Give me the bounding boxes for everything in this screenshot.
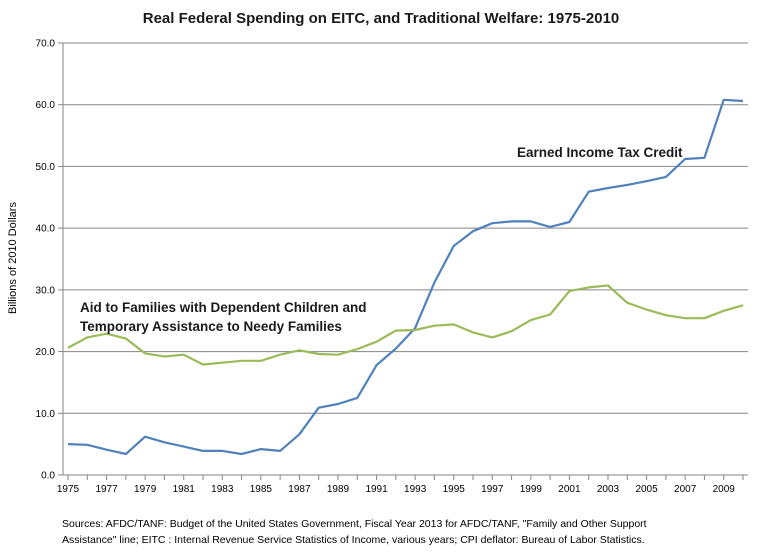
x-tick-label: 1975: [57, 484, 80, 495]
y-tick-label: 10.0: [36, 409, 56, 420]
series-line-afdc_tanf: [67, 284, 744, 366]
source-line-2: Assistance" line; EITC : Internal Revenu…: [62, 534, 645, 546]
source-line-1: Sources: AFDC/TANF: Budget of the United…: [62, 518, 647, 530]
line-chart: Real Federal Spending on EITC, and Tradi…: [7, 10, 748, 495]
x-tick-label: 1987: [288, 484, 311, 495]
axes: 0.0 10.0 20.0 30.0 40.0 50.0 60.0 70.0 1975 1977 1…: [36, 39, 744, 495]
y-tick-label: 50.0: [36, 162, 56, 173]
x-tick-label: 2007: [674, 484, 697, 495]
x-tick-label: 2001: [558, 484, 581, 495]
x-tick-label: 1989: [327, 484, 350, 495]
x-tick-label: 1985: [250, 484, 273, 495]
x-tick-label: 1977: [95, 484, 118, 495]
x-tick-label: 1999: [520, 484, 543, 495]
eitc-series-label: Earned Income Tax Credit: [517, 145, 683, 160]
x-tick-label: 2003: [597, 484, 620, 495]
series-line-eitc: [67, 98, 744, 456]
gridlines: [63, 42, 748, 476]
x-tick-label: 1997: [481, 484, 504, 495]
y-tick-label: 30.0: [36, 285, 56, 296]
x-tick-label: 1995: [443, 484, 466, 495]
y-tick-label: 20.0: [36, 347, 56, 358]
x-tick-label: 2005: [635, 484, 658, 495]
x-tick-label: 1981: [173, 484, 196, 495]
y-axis-title: Billions of 2010 Dollars: [7, 202, 19, 314]
x-tick-label: 1993: [404, 484, 427, 495]
afdc-series-label-line1: Aid to Families with Dependent Children …: [80, 300, 367, 315]
x-tick-label: 2009: [713, 484, 736, 495]
y-tick-label: 60.0: [36, 100, 56, 111]
source-note: Sources: AFDC/TANF: Budget of the United…: [62, 516, 752, 548]
afdc-series-label-line2: Temporary Assistance to Needy Families: [80, 319, 342, 334]
chart-title: Real Federal Spending on EITC, and Tradi…: [143, 10, 620, 27]
x-tick-label: 1979: [134, 484, 157, 495]
y-tick-label: 0.0: [41, 471, 55, 482]
y-tick-label: 70.0: [36, 39, 56, 50]
series-lines: [67, 98, 744, 456]
y-tick-label: 40.0: [36, 224, 56, 235]
x-tick-label: 1991: [365, 484, 388, 495]
x-tick-label: 1983: [211, 484, 234, 495]
